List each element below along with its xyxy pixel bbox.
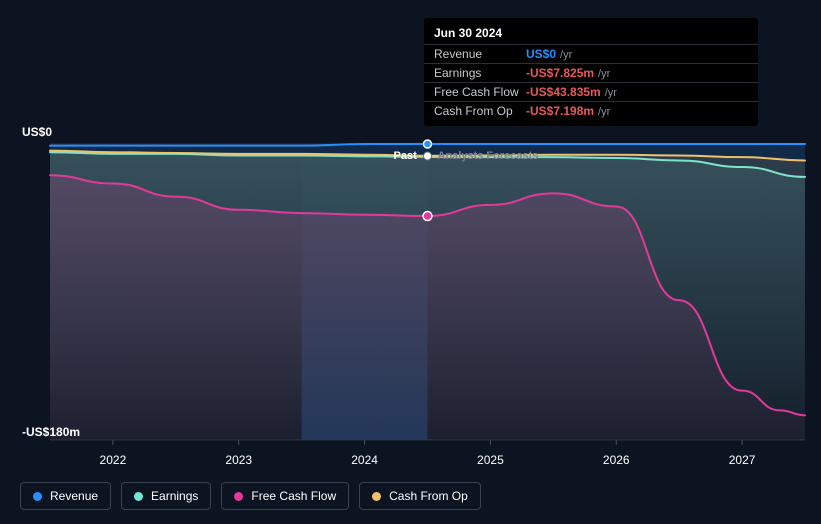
legend-label: Revenue [50, 489, 98, 503]
tooltip-row-label: Free Cash Flow [434, 85, 526, 99]
past-label: Past [394, 150, 417, 162]
x-axis-label: 2023 [225, 453, 252, 467]
legend-swatch [234, 492, 243, 501]
legend-label: Free Cash Flow [251, 489, 336, 503]
legend-swatch [372, 492, 381, 501]
legend-swatch [33, 492, 42, 501]
tooltip-row: RevenueUS$0/yr [424, 44, 758, 63]
tooltip-row-label: Earnings [434, 66, 526, 80]
legend-item-earnings[interactable]: Earnings [121, 482, 211, 510]
tooltip-row: Earnings-US$7.825m/yr [424, 63, 758, 82]
legend-label: Earnings [151, 489, 198, 503]
tooltip-row: Cash From Op-US$7.198m/yr [424, 101, 758, 120]
tooltip-row-unit: /yr [598, 68, 610, 80]
legend-swatch [134, 492, 143, 501]
legend: Revenue Earnings Free Cash Flow Cash From O… [20, 482, 481, 510]
tooltip: Jun 30 2024 RevenueUS$0/yrEarnings-US$7.… [424, 18, 758, 126]
x-axis-label: 2026 [603, 453, 630, 467]
legend-item-fcf[interactable]: Free Cash Flow [221, 482, 349, 510]
x-axis-label: 2022 [100, 453, 127, 467]
tooltip-row-value: US$0 [526, 47, 560, 61]
tooltip-row-unit: /yr [605, 87, 617, 99]
tooltip-row-label: Cash From Op [434, 104, 526, 118]
legend-item-revenue[interactable]: Revenue [20, 482, 111, 510]
legend-item-cash_from_op[interactable]: Cash From Op [359, 482, 481, 510]
x-axis-label: 2024 [351, 453, 378, 467]
tooltip-row: Free Cash Flow-US$43.835m/yr [424, 82, 758, 101]
x-axis-label: 2027 [729, 453, 756, 467]
tooltip-title: Jun 30 2024 [424, 24, 758, 44]
y-axis-label: US$0 [22, 125, 52, 139]
chart-container: Jun 30 2024 RevenueUS$0/yrEarnings-US$7.… [0, 0, 821, 524]
tooltip-row-unit: /yr [560, 49, 572, 61]
forecast-label: Analysts Forecasts [438, 150, 539, 162]
tooltip-row-value: -US$43.835m [526, 85, 605, 99]
x-axis-label: 2025 [477, 453, 504, 467]
tooltip-row-unit: /yr [598, 106, 610, 118]
y-axis-label: -US$180m [22, 425, 80, 439]
tooltip-rows: RevenueUS$0/yrEarnings-US$7.825m/yrFree … [424, 44, 758, 120]
tooltip-row-value: -US$7.825m [526, 66, 598, 80]
tooltip-row-value: -US$7.198m [526, 104, 598, 118]
legend-label: Cash From Op [389, 489, 468, 503]
tooltip-row-label: Revenue [434, 47, 526, 61]
